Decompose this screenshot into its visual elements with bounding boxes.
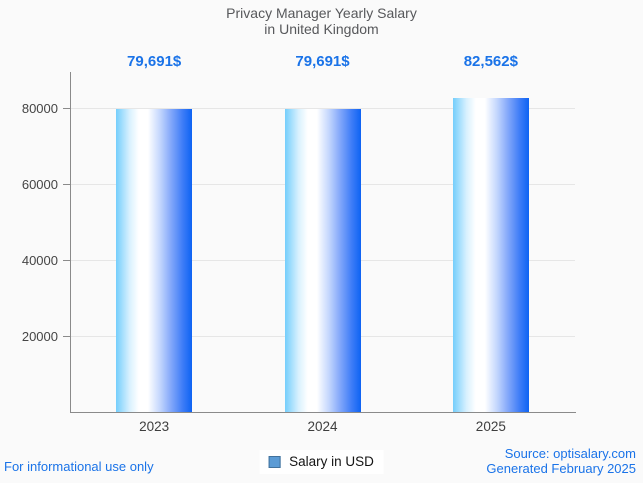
y-axis-tick-label: 60000 <box>21 177 58 193</box>
footer-source-line: Source: optisalary.com <box>504 446 636 461</box>
x-axis-tick-label: 2024 <box>307 419 338 434</box>
y-axis-line <box>70 72 71 413</box>
y-axis-tick <box>63 260 70 262</box>
y-axis-tick <box>63 108 70 110</box>
bar-2024 <box>284 109 361 412</box>
bar-2025 <box>452 98 529 412</box>
gridline <box>71 108 575 110</box>
y-axis-tick <box>63 184 70 186</box>
footer-source: Source: optisalary.com Generated Februar… <box>486 446 636 476</box>
footer-disclaimer: For informational use only <box>4 459 154 474</box>
y-axis-tick-label: 80000 <box>21 101 58 117</box>
legend-swatch-icon <box>268 455 281 468</box>
legend-label: Salary in USD <box>289 454 374 469</box>
chart-title: Privacy Manager Yearly Salary in United … <box>0 5 643 37</box>
legend: Salary in USD <box>259 450 384 474</box>
x-axis-line <box>70 412 576 413</box>
chart-title-line2: in United Kingdom <box>264 21 379 37</box>
bar-value-label: 79,691$ <box>295 53 350 70</box>
x-axis-tick-label: 2025 <box>475 419 506 434</box>
y-axis-tick-label: 40000 <box>21 253 58 269</box>
footer-generated-line: Generated February 2025 <box>486 461 636 476</box>
bar-value-label: 82,562$ <box>463 53 518 70</box>
x-axis-tick-label: 2023 <box>139 419 170 434</box>
y-axis-tick <box>63 336 70 338</box>
bar-2023 <box>116 109 193 412</box>
y-axis-tick-label: 20000 <box>21 329 58 345</box>
chart-title-line1: Privacy Manager Yearly Salary <box>226 5 417 21</box>
bar-value-label: 79,691$ <box>127 53 182 70</box>
